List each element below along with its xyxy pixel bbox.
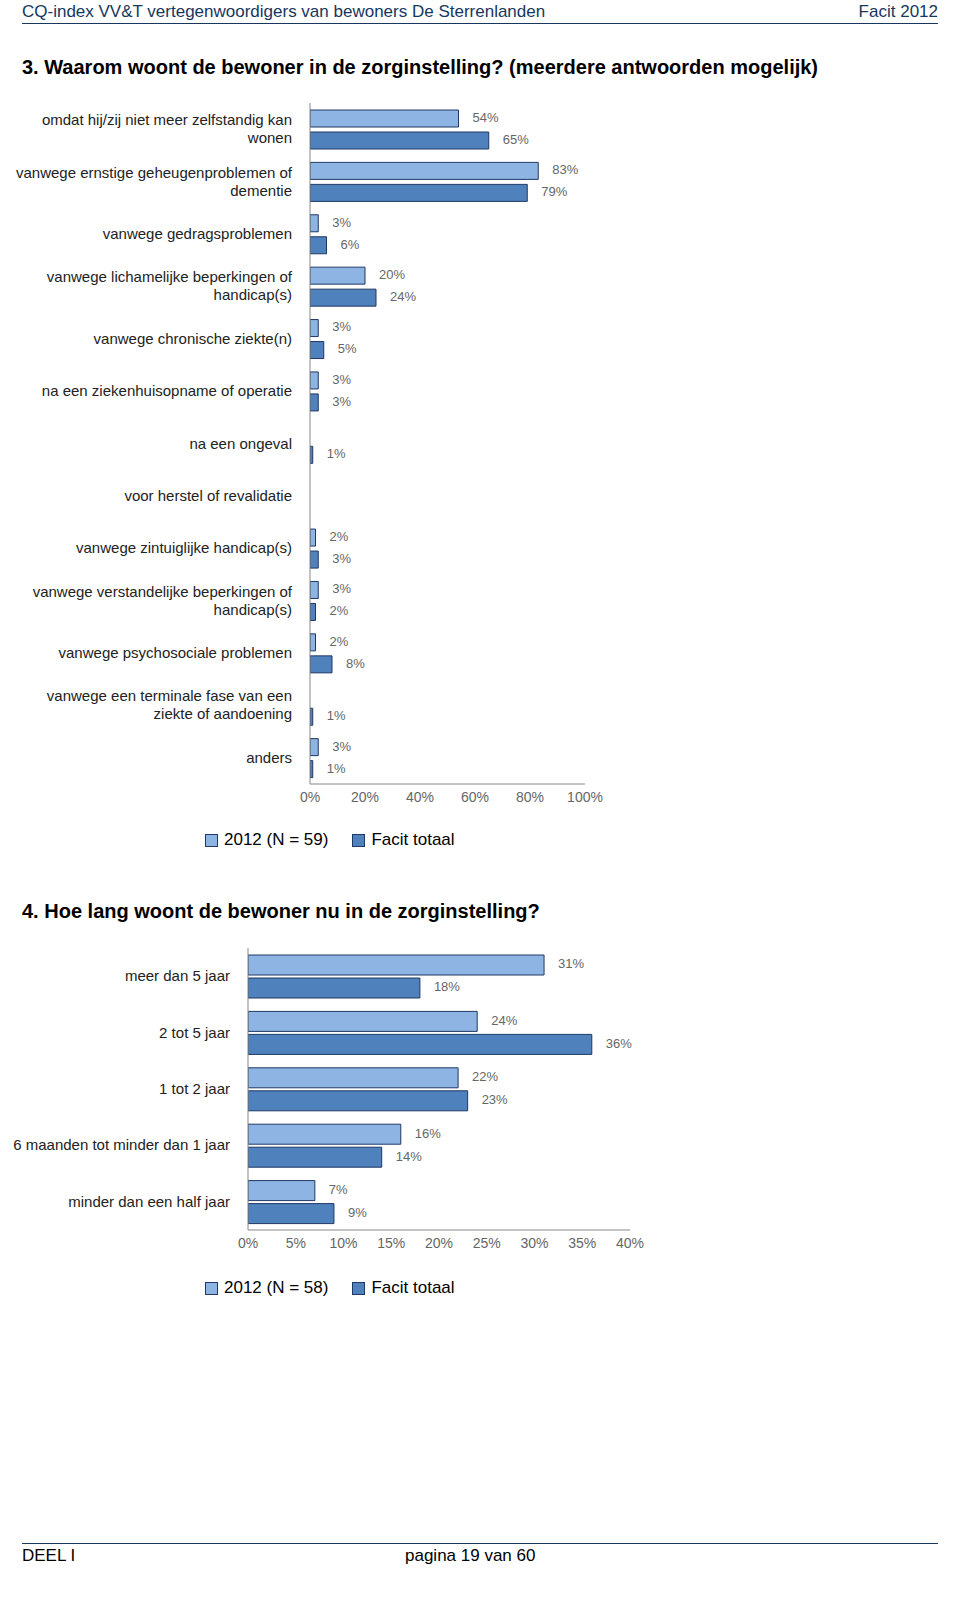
svg-text:2%: 2%: [330, 603, 349, 618]
svg-text:vanwege ernstige geheugenprobl: vanwege ernstige geheugenproblemen ofdem…: [16, 164, 293, 199]
svg-text:23%: 23%: [482, 1092, 508, 1107]
svg-text:24%: 24%: [491, 1013, 517, 1028]
svg-text:vanwege een terminale fase van: vanwege een terminale fase van eenziekte…: [47, 687, 292, 722]
svg-text:36%: 36%: [606, 1036, 632, 1051]
svg-text:2%: 2%: [330, 634, 349, 649]
html-text:2012 (N = 59): 2012 (N = 59): [224, 830, 329, 849]
svg-text:1%: 1%: [327, 446, 346, 461]
svg-text:8%: 8%: [346, 656, 365, 671]
svg-text:0%: 0%: [238, 1235, 258, 1251]
svg-text:1%: 1%: [327, 761, 346, 776]
svg-text:vanwege psychosociale probleme: vanwege psychosociale problemen: [59, 644, 292, 661]
svg-text:20%: 20%: [425, 1235, 453, 1251]
svg-text:9%: 9%: [348, 1205, 367, 1220]
svg-text:10%: 10%: [329, 1235, 357, 1251]
svg-text:omdat hij/zij niet meer zelfst: omdat hij/zij niet meer zelfstandig kanw…: [42, 111, 292, 146]
svg-text:3%: 3%: [332, 551, 351, 566]
svg-text:meer dan 5 jaar: meer dan 5 jaar: [125, 967, 230, 984]
svg-text:na een ongeval: na een ongeval: [189, 435, 292, 452]
html-text:Facit 2012: Facit 2012: [858, 2, 938, 21]
html-text:Facit totaal: Facit totaal: [371, 830, 455, 849]
svg-text:vanwege gedragsproblemen: vanwege gedragsproblemen: [103, 225, 292, 242]
svg-text:54%: 54%: [473, 110, 499, 125]
svg-text:83%: 83%: [552, 162, 578, 177]
svg-text:65%: 65%: [503, 132, 529, 147]
svg-text:25%: 25%: [473, 1235, 501, 1251]
svg-text:na een ziekenhuisopname of ope: na een ziekenhuisopname of operatie: [42, 382, 292, 399]
svg-text:minder dan een half jaar: minder dan een half jaar: [68, 1193, 230, 1210]
svg-text:2%: 2%: [330, 529, 349, 544]
svg-text:7%: 7%: [329, 1182, 348, 1197]
svg-text:2 tot 5 jaar: 2 tot 5 jaar: [159, 1024, 230, 1041]
svg-text:voor herstel of revalidatie: voor herstel of revalidatie: [124, 487, 292, 504]
svg-text:6 maanden tot minder dan 1 jaa: 6 maanden tot minder dan 1 jaar: [13, 1136, 230, 1153]
html-text:pagina 19 van 60: pagina 19 van 60: [405, 1546, 536, 1565]
svg-text:20%: 20%: [351, 789, 379, 805]
svg-text:14%: 14%: [396, 1149, 422, 1164]
svg-text:18%: 18%: [434, 979, 460, 994]
svg-text:24%: 24%: [390, 289, 416, 304]
svg-text:5%: 5%: [338, 341, 357, 356]
svg-text:20%: 20%: [379, 267, 405, 282]
html-text:CQ-index VV&T vertegenwoordige: CQ-index VV&T vertegenwoordigers van bew…: [22, 2, 546, 21]
svg-text:3%: 3%: [332, 581, 351, 596]
html-text:3. Waarom woont de bewoner in: 3. Waarom woont de bewoner in de zorgins…: [22, 56, 818, 78]
svg-text:15%: 15%: [377, 1235, 405, 1251]
svg-text:vanwege chronische ziekte(n): vanwege chronische ziekte(n): [94, 330, 292, 347]
html-text:Facit totaal: Facit totaal: [371, 1278, 455, 1297]
svg-text:3%: 3%: [332, 739, 351, 754]
svg-text:16%: 16%: [415, 1126, 441, 1141]
svg-text:3%: 3%: [332, 394, 351, 409]
html-text:4. Hoe lang woont de bewoner n: 4. Hoe lang woont de bewoner nu in de zo…: [22, 900, 540, 922]
svg-text:3%: 3%: [332, 215, 351, 230]
svg-text:0%: 0%: [300, 789, 320, 805]
svg-text:anders: anders: [246, 749, 292, 766]
svg-text:30%: 30%: [520, 1235, 548, 1251]
svg-text:1 tot 2 jaar: 1 tot 2 jaar: [159, 1080, 230, 1097]
svg-text:40%: 40%: [406, 789, 434, 805]
svg-text:vanwege lichamelijke beperking: vanwege lichamelijke beperkingen ofhandi…: [47, 268, 293, 303]
html-text:2012 (N = 58): 2012 (N = 58): [224, 1278, 329, 1297]
html-text:DEEL I: DEEL I: [22, 1546, 76, 1565]
svg-text:vanwege verstandelijke beperki: vanwege verstandelijke beperkingen ofhan…: [33, 583, 293, 618]
svg-text:3%: 3%: [332, 372, 351, 387]
svg-text:31%: 31%: [558, 956, 584, 971]
svg-text:79%: 79%: [541, 184, 567, 199]
svg-text:22%: 22%: [472, 1069, 498, 1084]
svg-text:3%: 3%: [332, 319, 351, 334]
svg-text:5%: 5%: [286, 1235, 306, 1251]
svg-text:vanwege zintuiglijke handicap(: vanwege zintuiglijke handicap(s): [76, 539, 292, 556]
svg-text:60%: 60%: [461, 789, 489, 805]
svg-text:80%: 80%: [516, 789, 544, 805]
svg-text:35%: 35%: [568, 1235, 596, 1251]
svg-text:6%: 6%: [341, 237, 360, 252]
svg-text:100%: 100%: [567, 789, 603, 805]
svg-text:40%: 40%: [616, 1235, 644, 1251]
svg-text:1%: 1%: [327, 708, 346, 723]
